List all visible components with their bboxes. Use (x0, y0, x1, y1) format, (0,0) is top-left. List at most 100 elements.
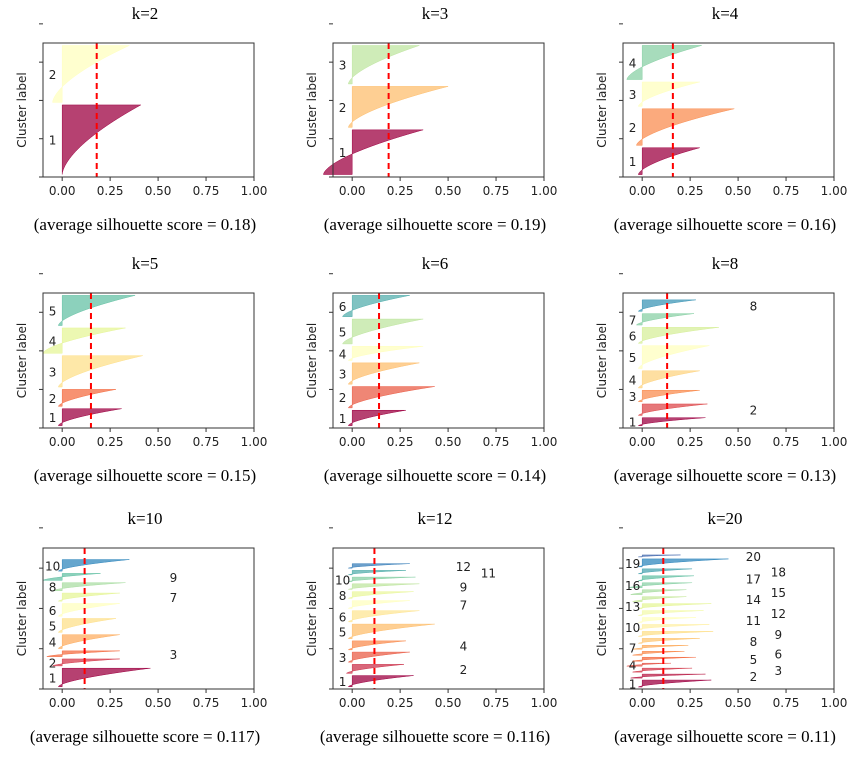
average-score-caption: (average silhouette score = 0.16) (613, 215, 837, 234)
cluster-label-4: 4 (49, 636, 57, 650)
x-tick-label: 1.00 (241, 184, 268, 198)
cluster-label-1: 1 (49, 134, 57, 148)
y-axis-label: Cluster label (305, 72, 319, 147)
cluster-10-silhouette (348, 576, 416, 582)
cluster-label-3: 3 (339, 651, 347, 665)
cluster-5-silhouette (57, 618, 116, 633)
cluster-label-1: 1 (339, 146, 347, 160)
y-axis-label: Cluster label (305, 323, 319, 398)
cluster-4-silhouette (347, 640, 406, 651)
silhouette-plot: 1 2 3 4 5 6 7 8 0.00 0.25 0.50 0.75 1.00 Cluster labe… (595, 273, 847, 449)
cluster-label-9: 9 (170, 571, 178, 585)
cluster-14-silhouette (631, 596, 687, 602)
cluster-label-6: 6 (339, 300, 347, 314)
x-tick-label: 0.75 (483, 696, 510, 710)
cluster-label-1: 1 (629, 678, 637, 692)
cluster-label-8: 8 (49, 581, 57, 595)
subplot-title: k=6 (421, 254, 449, 273)
cluster-3-silhouette (57, 355, 143, 388)
cluster-label-2: 2 (49, 392, 57, 406)
cluster-label-3: 3 (775, 664, 783, 678)
cluster-4-silhouette (626, 45, 702, 80)
x-tick-label: 0.50 (725, 435, 752, 449)
cluster-6-silhouette (57, 603, 120, 617)
cluster-label-4: 4 (629, 373, 637, 387)
cluster-1-silhouette (61, 104, 142, 175)
x-tick-label: 0.25 (97, 184, 124, 198)
plot-frame (622, 292, 835, 429)
cluster-8-silhouette (637, 638, 700, 644)
subplot-title: k=4 (711, 4, 739, 23)
cluster-1-silhouette (57, 667, 151, 687)
y-axis-label: Cluster label (595, 581, 609, 656)
y-axis-label: Cluster label (595, 72, 609, 147)
subplot-k=3: k=3 (average silhouette score = 0.19) 1 2 3 0… (290, 0, 580, 254)
cluster-4-silhouette (57, 634, 120, 649)
cluster-label-12: 12 (456, 560, 471, 574)
cluster-5-silhouette (347, 623, 435, 639)
cluster-5-silhouette (632, 656, 696, 662)
x-tick-label: 0.00 (629, 696, 656, 710)
x-tick-label: 0.75 (193, 435, 220, 449)
average-score-caption: (average silhouette score = 0.117) (29, 727, 261, 746)
average-score-caption: (average silhouette score = 0.11) (614, 727, 836, 746)
cluster-3-silhouette (45, 650, 120, 657)
cluster-label-2: 2 (339, 101, 347, 115)
cluster-5-silhouette (342, 318, 424, 345)
x-tick-label: 0.00 (339, 696, 366, 710)
cluster-4-silhouette (347, 346, 424, 361)
cluster-label-9: 9 (460, 581, 468, 595)
subplot-k=5: k=5 (average silhouette score = 0.15) 1 2 3 4… (0, 250, 290, 504)
x-tick-label: 0.00 (629, 435, 656, 449)
x-tick-label: 0.50 (145, 696, 172, 710)
x-tick-label: 0.25 (677, 696, 704, 710)
cluster-4-silhouette (637, 370, 700, 389)
x-tick-label: 0.25 (97, 435, 124, 449)
cluster-label-1: 1 (49, 671, 57, 685)
subplot-k=4: k=4 (average silhouette score = 0.16) 1 2 3 4… (580, 0, 850, 254)
cluster-label-4: 4 (629, 659, 637, 673)
cluster-8-silhouette (51, 582, 126, 592)
cluster-label-12: 12 (771, 607, 786, 621)
x-tick-label: 1.00 (821, 184, 848, 198)
x-tick-label: 1.00 (531, 435, 558, 449)
cluster-8-silhouette (347, 591, 414, 599)
y-axis-label: Cluster label (15, 323, 29, 398)
average-score-caption: (average silhouette score = 0.15) (33, 466, 257, 485)
y-axis-label: Cluster label (595, 323, 609, 398)
x-tick-label: 1.00 (531, 184, 558, 198)
cluster-label-5: 5 (339, 625, 347, 639)
cluster-3-silhouette (347, 362, 420, 385)
cluster-10-silhouette (57, 559, 130, 572)
cluster-7-silhouette (632, 645, 689, 650)
cluster-2-silhouette (637, 403, 708, 416)
cluster-label-1: 1 (49, 411, 57, 425)
cluster-2-silhouette (630, 673, 706, 679)
subplot-k=8: k=8 (average silhouette score = 0.13) 1 2 3 4… (580, 250, 850, 504)
average-score-caption: (average silhouette score = 0.14) (323, 466, 547, 485)
cluster-label-5: 5 (750, 653, 758, 667)
cluster-label-8: 8 (750, 300, 758, 314)
x-tick-label: 0.50 (145, 435, 172, 449)
cluster-label-3: 3 (339, 368, 347, 382)
cluster-label-6: 6 (775, 647, 783, 661)
cluster-label-7: 7 (629, 313, 637, 327)
subplot-k=10: k=10 (average silhouette score = 0.117) 1 2… (0, 505, 290, 759)
plot-frame (42, 42, 255, 178)
cluster-label-8: 8 (339, 589, 347, 603)
x-tick-label: 0.00 (629, 184, 656, 198)
cluster-label-3: 3 (629, 88, 637, 102)
cluster-15-silhouette (629, 589, 687, 595)
cluster-1-silhouette (638, 147, 700, 175)
cluster-label-3: 3 (629, 390, 637, 404)
cluster-label-7: 7 (460, 599, 468, 613)
cluster-16-silhouette (627, 582, 693, 588)
cluster-6-silhouette (342, 295, 410, 317)
cluster-1-silhouette (637, 679, 712, 688)
cluster-2-silhouette (51, 658, 120, 667)
cluster-label-2: 2 (750, 670, 758, 684)
cluster-label-8: 8 (750, 635, 758, 649)
cluster-label-7: 7 (170, 591, 178, 605)
